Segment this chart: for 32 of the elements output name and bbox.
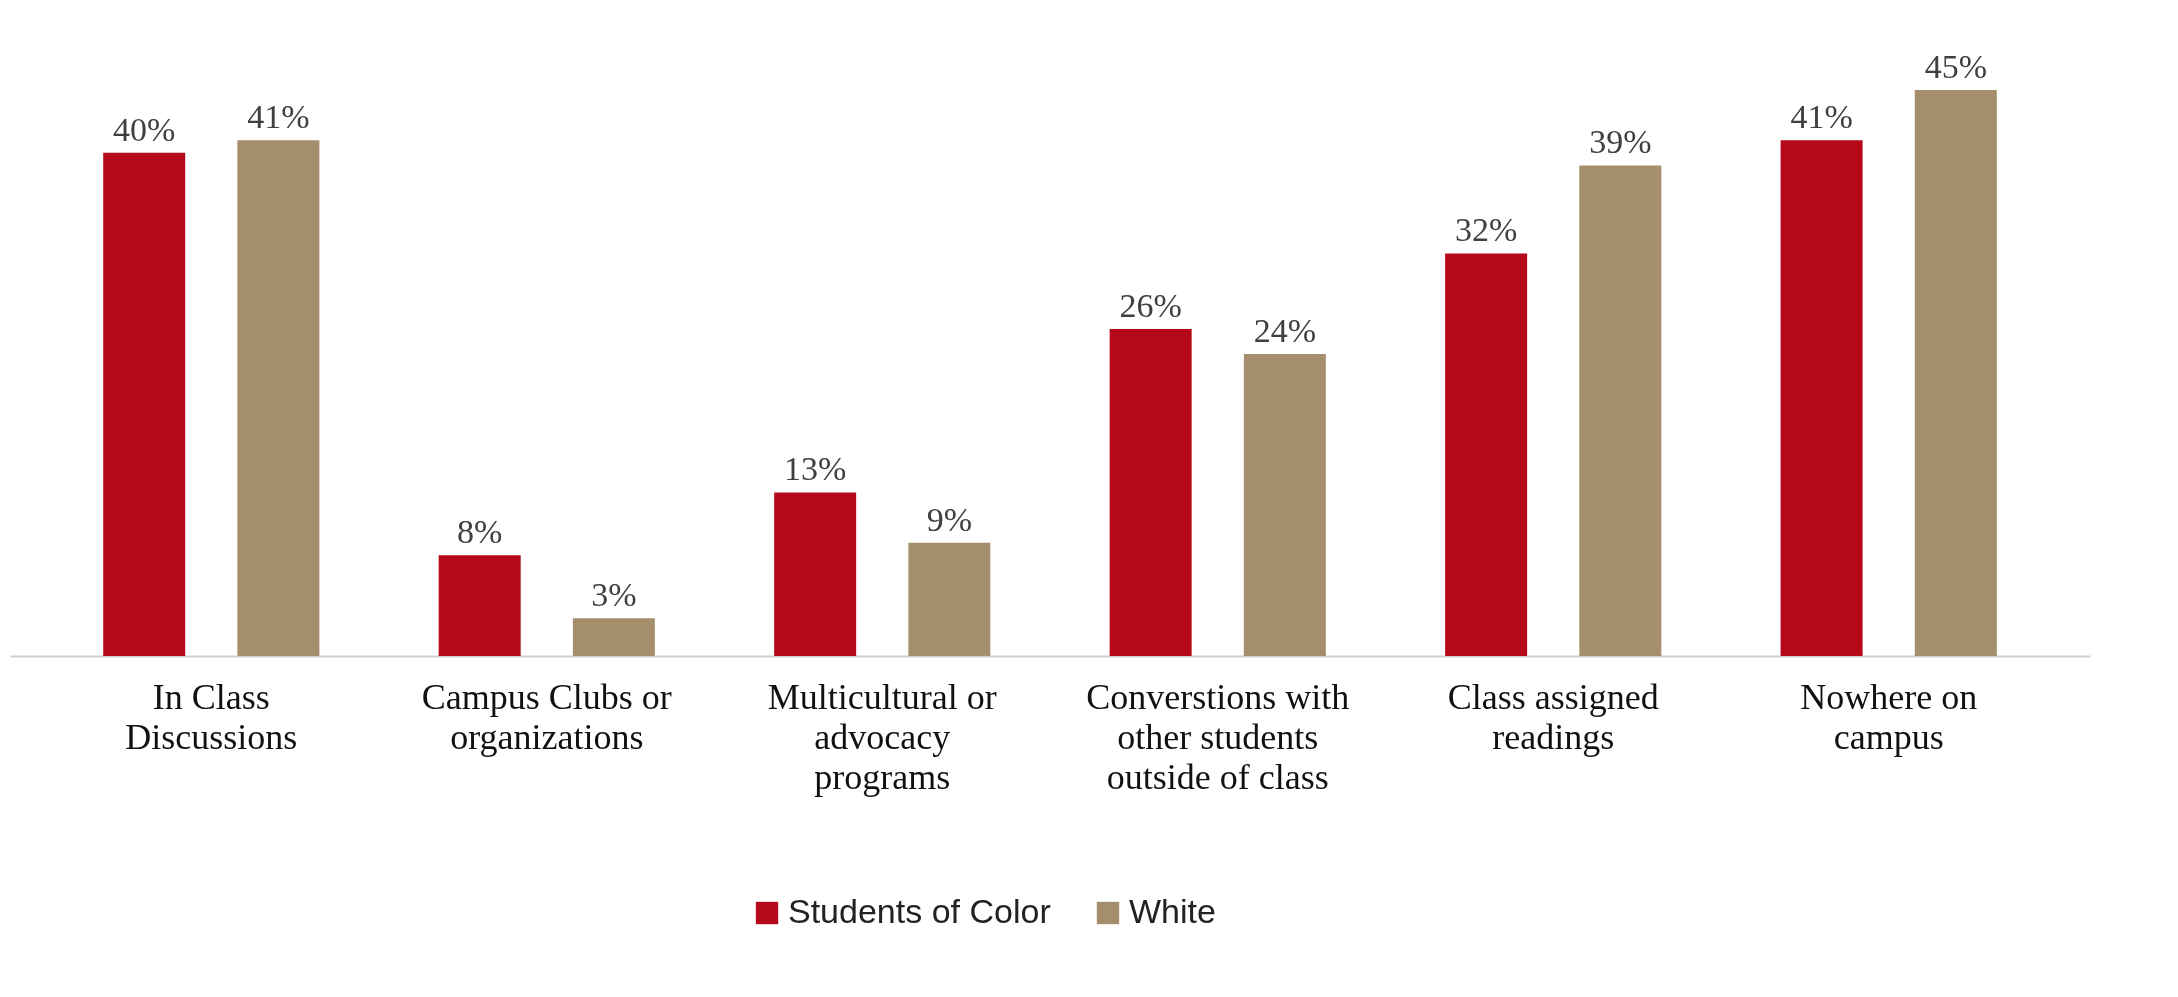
data-label: 41% [247,98,310,136]
data-label: 26% [1119,286,1182,324]
x-tick-label: Campus Clubs or organizations [421,676,672,757]
x-tick-label: Class assigned readings [1447,676,1659,757]
x-tick-label: Converstions with other students outside of class [1086,676,1350,797]
bar [237,140,320,656]
bar [103,152,186,656]
data-label: 8% [457,513,503,551]
data-label: 13% [784,450,847,488]
data-label: 32% [1454,211,1518,249]
x-tick-label: Multicultural or advocacy programs [767,676,997,797]
legend-label: White [1129,892,1216,930]
data-label: 45% [1924,47,1987,85]
x-tick-label: In Class Discussions [125,676,298,757]
data-label: 3% [591,576,637,614]
data-label: 24% [1253,312,1316,350]
bar [1243,354,1326,656]
bar [774,492,857,656]
bar [438,555,521,656]
bar [1780,140,1863,656]
bar [1914,89,1997,656]
bar [1445,253,1528,656]
bar [572,618,655,656]
x-tick-label: Nowhere on campus [1800,676,1978,757]
data-label: 9% [926,500,973,538]
bar [1579,165,1662,656]
legend-label: Students of Color [788,892,1051,930]
data-label: 39% [1589,123,1652,161]
bar [908,542,991,656]
bar [1109,328,1192,656]
data-label: 40% [113,110,176,148]
data-label: 41% [1790,98,1853,136]
